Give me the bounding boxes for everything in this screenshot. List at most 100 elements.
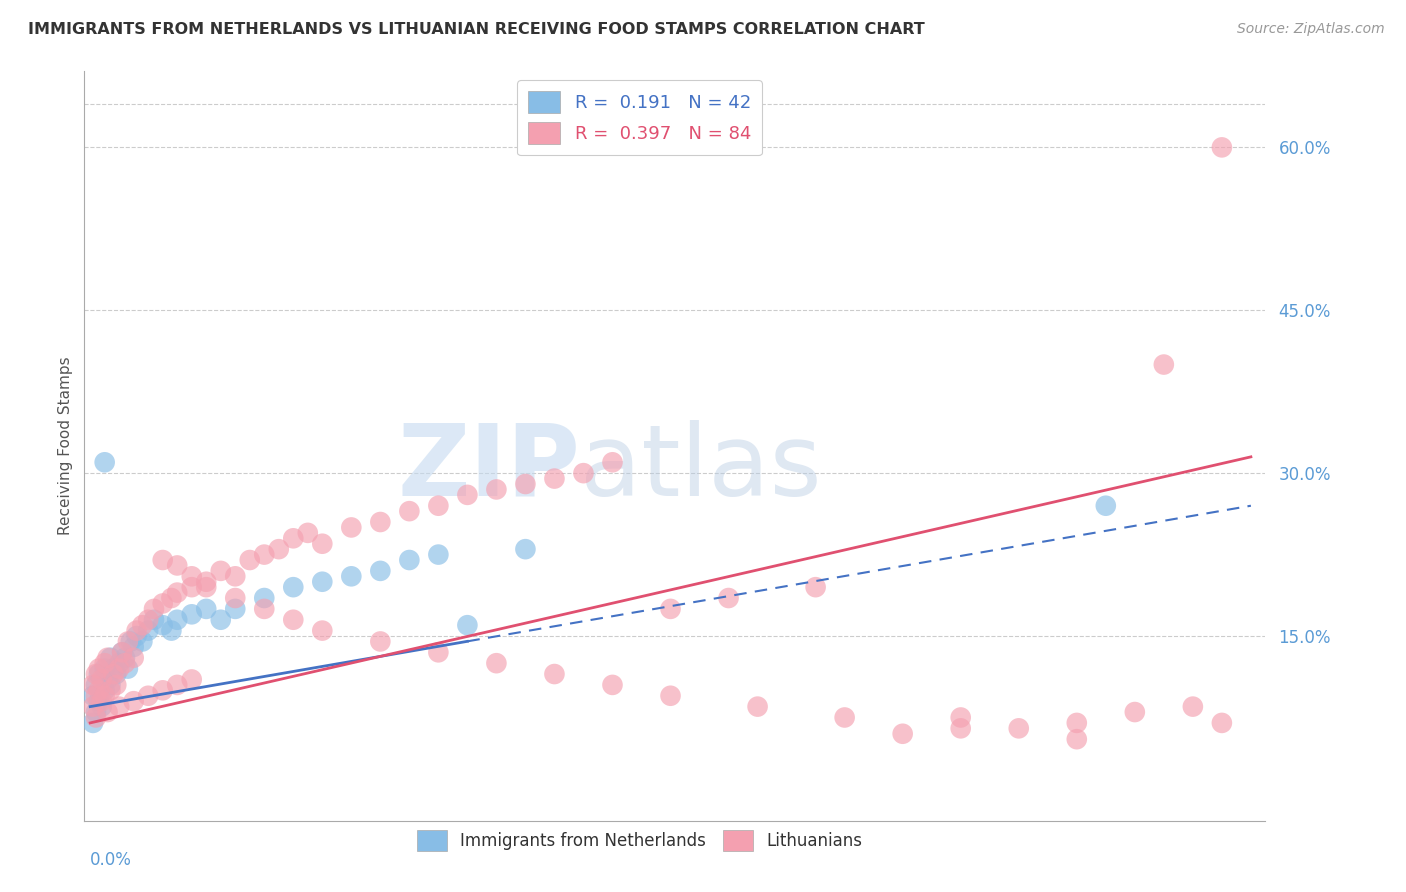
Point [160, 624, 183, 638]
Point [340, 520, 363, 534]
Point [209, 564, 232, 578]
Point [370, 515, 392, 529]
Point [93, 689, 115, 703]
Point [427, 499, 450, 513]
Point [90, 694, 112, 708]
Point [456, 488, 478, 502]
Point [602, 455, 624, 469]
Point [949, 722, 972, 736]
Point [311, 624, 333, 638]
Point [180, 569, 202, 583]
Point [543, 472, 565, 486]
Point [166, 585, 188, 599]
Point [105, 678, 128, 692]
Point [180, 607, 202, 622]
Point [1066, 732, 1088, 747]
Point [427, 645, 450, 659]
Point [267, 542, 290, 557]
Point [891, 727, 914, 741]
Point [283, 613, 305, 627]
Point [515, 477, 537, 491]
Point [93, 455, 115, 469]
Point [97, 705, 120, 719]
Point [136, 624, 159, 638]
Point [103, 662, 125, 676]
Point [224, 569, 246, 583]
Point [1008, 722, 1031, 736]
Point [100, 650, 122, 665]
Point [131, 618, 153, 632]
Point [297, 525, 319, 540]
Point [485, 483, 508, 497]
Point [82, 689, 104, 703]
Point [195, 574, 218, 589]
Point [84, 667, 107, 681]
Point [152, 597, 174, 611]
Point [90, 699, 112, 714]
Legend: Immigrants from Netherlands, Lithuanians: Immigrants from Netherlands, Lithuanians [411, 823, 869, 857]
Point [87, 667, 110, 681]
Point [125, 624, 148, 638]
Point [117, 662, 139, 676]
Point [1123, 705, 1146, 719]
Text: ZIP: ZIP [398, 420, 581, 517]
Point [485, 656, 508, 670]
Y-axis label: Receiving Food Stamps: Receiving Food Stamps [58, 357, 73, 535]
Point [122, 640, 145, 654]
Point [131, 634, 153, 648]
Text: IMMIGRANTS FROM NETHERLANDS VS LITHUANIAN RECEIVING FOOD STAMPS CORRELATION CHAR: IMMIGRANTS FROM NETHERLANDS VS LITHUANIA… [28, 22, 925, 37]
Point [283, 531, 305, 545]
Point [747, 699, 769, 714]
Point [166, 613, 188, 627]
Point [804, 580, 827, 594]
Point [114, 650, 136, 665]
Point [1211, 140, 1233, 154]
Point [152, 553, 174, 567]
Point [456, 618, 478, 632]
Point [166, 558, 188, 573]
Point [122, 650, 145, 665]
Point [1211, 715, 1233, 730]
Point [340, 569, 363, 583]
Point [117, 634, 139, 648]
Point [224, 602, 246, 616]
Point [82, 715, 104, 730]
Point [195, 602, 218, 616]
Point [87, 662, 110, 676]
Point [239, 553, 262, 567]
Point [93, 656, 115, 670]
Point [602, 678, 624, 692]
Point [100, 683, 122, 698]
Point [543, 667, 565, 681]
Point [87, 694, 110, 708]
Point [1066, 715, 1088, 730]
Point [90, 673, 112, 687]
Point [87, 683, 110, 698]
Point [122, 694, 145, 708]
Point [253, 602, 276, 616]
Point [93, 662, 115, 676]
Point [136, 613, 159, 627]
Point [108, 656, 131, 670]
Point [659, 689, 682, 703]
Point [84, 678, 107, 692]
Point [515, 542, 537, 557]
Point [253, 548, 276, 562]
Point [108, 662, 131, 676]
Point [224, 591, 246, 605]
Text: atlas: atlas [581, 420, 823, 517]
Point [111, 645, 134, 659]
Point [103, 667, 125, 681]
Point [84, 710, 107, 724]
Point [93, 683, 115, 698]
Point [311, 574, 333, 589]
Point [166, 678, 188, 692]
Point [180, 580, 202, 594]
Point [82, 699, 104, 714]
Point [97, 673, 120, 687]
Point [160, 591, 183, 605]
Point [152, 618, 174, 632]
Point [82, 678, 104, 692]
Point [114, 656, 136, 670]
Point [370, 634, 392, 648]
